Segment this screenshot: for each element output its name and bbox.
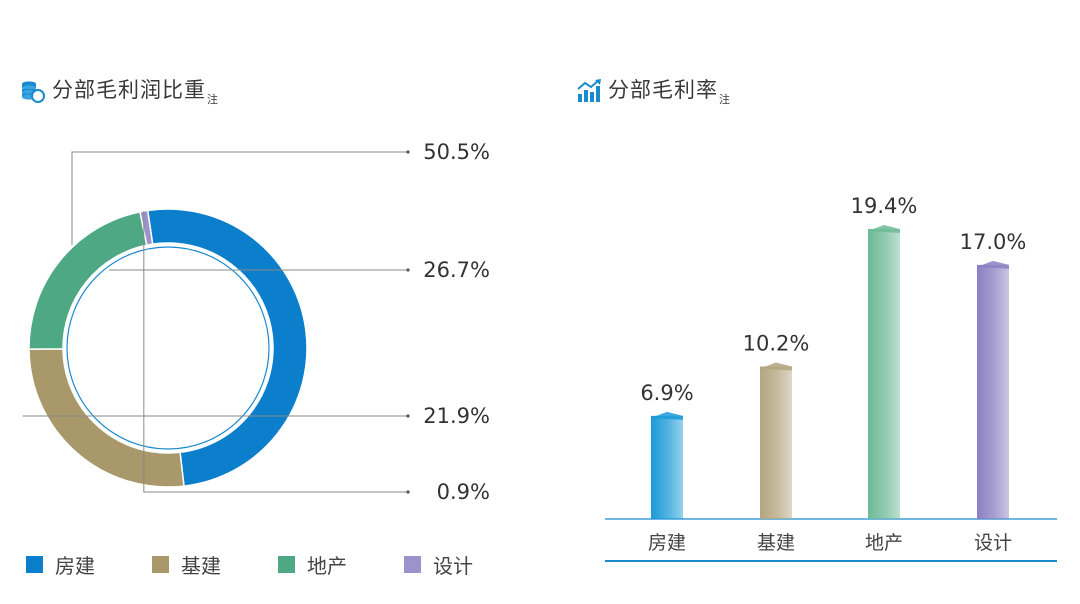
bar-top-房建 [651,411,683,420]
donut-slice-房建 [146,208,308,487]
leader-line-房建 [71,151,408,245]
bar-房建 [651,415,683,519]
x-tick-label-基建: 基建 [757,532,795,554]
x-tick-label-地产: 地产 [865,532,903,554]
leader-dot [406,150,410,154]
donut-slice-地产 [28,210,148,350]
donut-value-label-设计: 0.9% [437,480,490,504]
legend-label: 地产 [307,554,347,578]
bar-设计 [977,264,1009,519]
legend-item: 基建 [152,550,278,579]
bar-top-基建 [760,362,792,371]
x-tick-label-设计: 设计 [974,532,1012,554]
leader-dot [406,268,410,272]
bar-value-label-地产: 19.4% [851,194,918,218]
donut-title-text: 分部毛利润比重 [52,78,206,102]
donut-slice-设计 [139,209,154,247]
bar-title-text: 分部毛利率 [608,78,718,102]
bar-chart: 6.9% 房建 10.2% 基建 19.4% 地产 17.0% 设计 [605,194,1057,562]
bar-chart-icon [577,79,601,102]
donut-chart: 50.5% 26.7% 21.9% 0.9% [22,140,490,504]
legend-swatch [152,556,169,573]
legend-item: 房建 [26,550,152,579]
donut-value-label-基建: 26.7% [423,258,490,282]
bar-title-note: 注 [719,93,731,106]
legend-swatch [404,556,421,573]
legend-label: 设计 [433,554,473,578]
legend-swatch [26,556,43,573]
donut-value-label-房建: 50.5% [423,140,490,164]
legend-swatch [278,556,295,573]
legend-item: 设计 [404,550,530,579]
coins-icon [22,81,45,103]
donut-inner-ring [66,246,270,450]
bar-基建 [760,366,792,519]
donut-title-note: 注 [207,93,219,106]
donut-legend: 房建 基建 地产 设计 [26,550,530,579]
bar-top-设计 [977,260,1009,269]
leader-line-设计 [143,211,408,493]
donut-value-label-地产: 21.9% [423,404,490,428]
leader-dot [406,490,410,494]
bar-top-地产 [868,224,900,233]
leader-dot [406,414,410,418]
legend-label: 房建 [55,554,95,578]
donut-chart-title: 分部毛利润比重注 [20,74,219,106]
bar-value-label-房建: 6.9% [640,381,693,405]
x-tick-label-房建: 房建 [648,532,686,554]
legend-item: 地产 [278,550,404,579]
legend-label: 基建 [181,554,221,578]
bar-地产 [868,228,900,519]
bar-chart-title: 分部毛利率注 [576,74,731,106]
bar-value-label-基建: 10.2% [743,332,810,356]
donut-slice-基建 [28,348,185,488]
bar-value-label-设计: 17.0% [960,230,1027,254]
